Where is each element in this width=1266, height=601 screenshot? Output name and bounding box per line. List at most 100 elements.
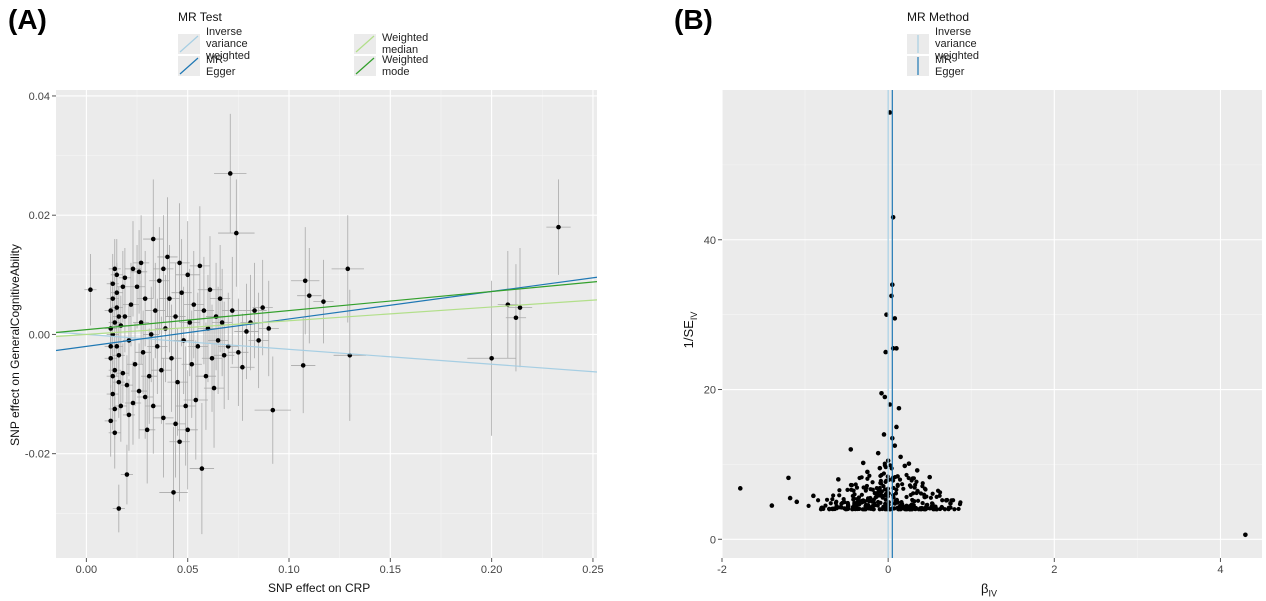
chart-b-point (883, 505, 888, 510)
chart-a-point (142, 296, 148, 301)
chart-a-point (110, 373, 116, 379)
chart-a-point (234, 230, 239, 236)
chart-a-point (183, 403, 188, 409)
chart-b-point (878, 500, 883, 505)
chart-a-point (221, 352, 227, 358)
chart-a-ylabel-wrap: SNP effect on GeneralCognitiveAbility (8, 244, 22, 446)
chart-b-ylabel-main: 1/SE (681, 320, 697, 349)
chart-a-point (513, 315, 519, 321)
chart-a-tick-label-y: 0.00 (29, 329, 50, 341)
chart-b-point (879, 390, 884, 396)
legend-a-title: MR Test (178, 10, 222, 24)
chart-a-point (112, 367, 118, 373)
chart-a-point (126, 412, 132, 418)
chart-b-point (879, 489, 885, 494)
chart-a-point (118, 403, 124, 409)
legend-a-label-ivw: Inverse variance weighted (206, 26, 251, 62)
chart-b-point (894, 346, 899, 351)
chart-a-point (148, 332, 154, 337)
chart-b-point (923, 487, 928, 492)
chart-b-point (830, 506, 836, 511)
chart-a-point (171, 490, 176, 495)
chart-a-point (169, 355, 174, 361)
chart-b-point (894, 424, 899, 430)
chart-b-point (860, 460, 866, 466)
legend-a-key-wmode (354, 56, 376, 76)
chart-b-point (928, 495, 933, 500)
chart-b-point (851, 497, 856, 502)
chart-a-point (240, 364, 245, 370)
chart-b-point (914, 479, 919, 484)
panel-label-a: (A) (8, 4, 47, 35)
chart-b-point (883, 497, 888, 502)
chart-b-point (837, 493, 842, 498)
chart-a-point (345, 266, 351, 272)
legend-a-key-egger (178, 56, 200, 76)
chart-b-point (925, 502, 930, 507)
chart-b-point (855, 506, 860, 511)
chart-b-point (737, 486, 743, 491)
legend-b-key-ivw (907, 34, 929, 54)
chart-b-point (839, 501, 844, 506)
chart-b-point (837, 488, 842, 493)
chart-a-point (138, 260, 144, 266)
chart-b-point (1243, 532, 1248, 538)
chart-b-point (853, 482, 858, 487)
chart-a-point (157, 278, 162, 284)
chart-a-point (161, 415, 166, 421)
chart-b-point (915, 498, 921, 503)
chart-a-line (56, 299, 597, 338)
chart-a-point (215, 338, 221, 343)
chart-a-point (112, 320, 118, 325)
chart-b-point (957, 502, 963, 507)
chart-a-point (175, 379, 180, 385)
chart-a-point (211, 385, 217, 391)
chart-b-xlabel-sub: IV (988, 588, 997, 599)
chart-b-tick-label-y: 40 (704, 235, 716, 247)
chart-b-point (918, 506, 923, 511)
chart-b-point (935, 488, 941, 493)
chart-b-point (897, 477, 903, 482)
chart-a-point (124, 382, 130, 388)
chart-a-point (252, 308, 257, 313)
chart-b-point (815, 498, 821, 503)
chart-a-point (124, 472, 130, 477)
chart-b-point (878, 493, 883, 498)
chart-b-point (912, 485, 917, 490)
chart-b-point (895, 474, 900, 479)
chart-a-point (136, 269, 142, 275)
chart-a-point (116, 379, 122, 385)
chart-b-point (888, 463, 893, 468)
chart-a-point (155, 344, 160, 349)
chart-b-point (927, 506, 932, 511)
chart-b-point (794, 499, 800, 505)
chart-b-point (881, 483, 886, 489)
chart-a-point (150, 403, 156, 409)
chart-a-point (116, 506, 122, 511)
chart-b-point (949, 498, 954, 503)
chart-b-plot-area (737, 90, 1248, 558)
chart-a-tick-label-y: -0.02 (25, 449, 50, 461)
chart-b-point (920, 500, 925, 506)
chart-a-point (159, 367, 164, 373)
legend-b-label-ivw: Inverse variance weighted (935, 26, 980, 62)
chart-b-point (882, 487, 888, 492)
chart-a-point (244, 329, 249, 334)
chart-b-point (910, 498, 915, 503)
legend-a-label-wmode: Weighted mode (382, 54, 429, 78)
chart-b-point (906, 461, 912, 466)
chart-b-ylabel: 1/SEIV (681, 312, 699, 349)
chart-a-point (201, 308, 207, 313)
chart-a-point (140, 350, 146, 355)
chart-b-point (883, 479, 888, 485)
chart-a-tick-label-x: 0.00 (76, 564, 97, 576)
chart-b-point (956, 506, 961, 512)
chart-b-tick-label-y: 0 (710, 534, 716, 546)
chart-b-point (893, 498, 898, 504)
chart-b-point (876, 488, 881, 493)
chart-b-point (904, 472, 909, 478)
legend-a-item-ivw: Inverse variance weighted (178, 26, 250, 62)
chart-b-xlabel-main: β (981, 581, 989, 596)
chart-b-point (918, 491, 924, 496)
chart-a-line (56, 280, 597, 334)
